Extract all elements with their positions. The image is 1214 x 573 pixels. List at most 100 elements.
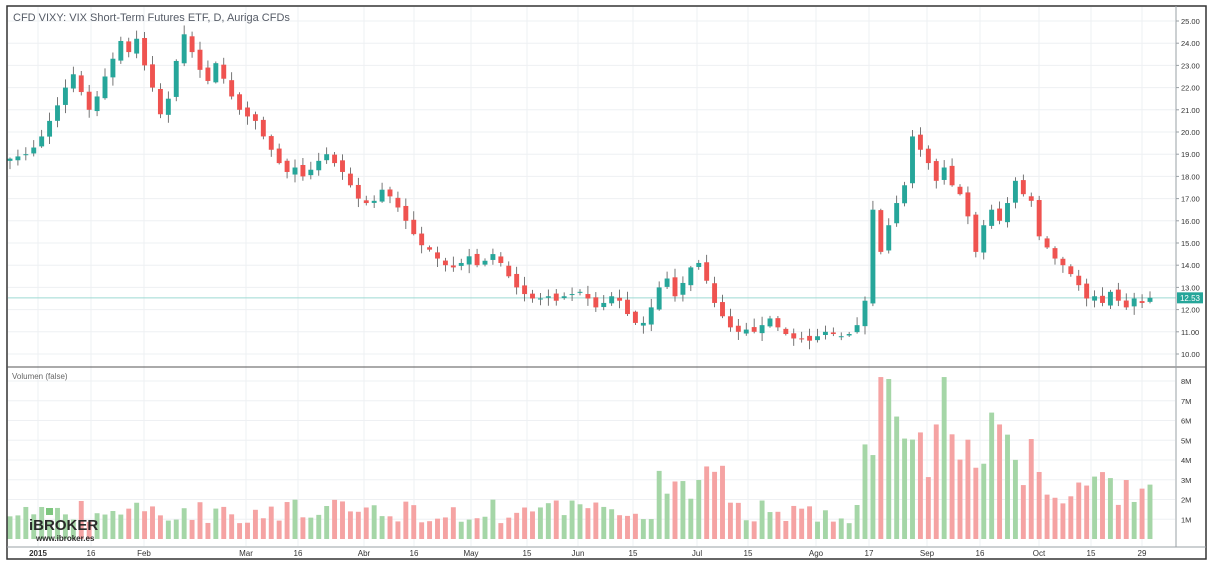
candle-body <box>39 136 45 147</box>
volume-bar <box>807 506 813 539</box>
candle-body <box>102 76 108 99</box>
volume-bar <box>830 521 836 539</box>
candle-body <box>1005 203 1010 223</box>
volume-bar <box>245 522 250 539</box>
volume-bar <box>632 513 638 539</box>
candle-body <box>276 148 282 164</box>
volume-tick-label: 6M <box>1181 417 1191 426</box>
candle-body <box>720 302 725 317</box>
volume-bar <box>142 511 148 539</box>
candle-body <box>656 287 662 310</box>
grid-layer <box>8 7 1176 546</box>
candle-body <box>902 185 908 204</box>
candle-body <box>617 297 623 301</box>
candle-body <box>601 302 607 308</box>
volume-bar <box>506 517 512 539</box>
volume-bar <box>1044 494 1050 539</box>
volume-bar <box>783 520 789 539</box>
volume-bar <box>490 499 496 539</box>
candle-body <box>458 262 464 266</box>
volume-bar <box>276 520 282 539</box>
volume-bar <box>1060 503 1066 539</box>
candle-body <box>1012 180 1018 203</box>
volume-bar <box>284 502 290 539</box>
volume-bar <box>442 517 448 539</box>
time-tick-label: Abr <box>358 549 371 558</box>
chart-title: CFD VIXY: VIX Short-Term Futures ETF, D,… <box>13 12 290 24</box>
candle-body <box>672 277 678 297</box>
volume-bar <box>1012 459 1018 539</box>
volume-tick-label: 5M <box>1181 436 1191 445</box>
candle-body <box>632 311 638 323</box>
time-tick-label: Ago <box>809 549 824 558</box>
candle-body <box>1044 238 1050 248</box>
price-tick-label: 18.00 <box>1181 172 1200 181</box>
volume-bar <box>957 459 963 539</box>
volume-bar <box>775 511 781 539</box>
volume-bar <box>482 516 488 539</box>
candle-body <box>743 329 749 334</box>
candle-body <box>981 225 987 253</box>
last-price-value: 12.53 <box>1180 294 1201 303</box>
candle-body <box>340 160 345 172</box>
volume-bar <box>197 502 203 539</box>
volume-bar <box>387 516 393 539</box>
volume-bar <box>1020 485 1026 539</box>
volume-bar <box>625 515 630 539</box>
candle-body <box>688 267 694 286</box>
volume-bar <box>1005 434 1010 539</box>
candle-body <box>783 328 789 335</box>
volume-bar <box>237 523 243 539</box>
candle-body <box>735 325 741 332</box>
volume-bar <box>1100 472 1105 539</box>
price-tick-label: 20.00 <box>1181 128 1200 137</box>
price-tick-label: 17.00 <box>1181 195 1200 204</box>
volume-bar <box>640 519 646 539</box>
volume-bar <box>585 508 591 539</box>
candle-body <box>62 87 68 105</box>
candle-body <box>1131 298 1137 307</box>
candle-body <box>260 119 266 137</box>
price-tick-label: 23.00 <box>1181 61 1200 70</box>
candle-body <box>55 105 60 121</box>
candle-body <box>284 160 290 172</box>
volume-bar <box>347 511 353 539</box>
candle-body <box>134 38 140 54</box>
volume-bar <box>514 512 520 539</box>
volume-bar <box>735 502 741 539</box>
volume-bar <box>838 518 844 539</box>
candle-body <box>23 154 29 156</box>
candle-body <box>727 316 733 328</box>
volume-bar <box>268 506 274 539</box>
volume-bar <box>474 518 480 539</box>
candle-body <box>347 173 353 186</box>
candle-body <box>316 160 322 171</box>
candle-body <box>142 38 148 66</box>
candle-body <box>609 296 615 304</box>
volume-bar <box>569 500 575 539</box>
volume-bar <box>751 521 757 539</box>
volume-bar <box>110 510 116 539</box>
volume-bar <box>910 439 915 539</box>
candle-body <box>1100 295 1105 303</box>
candle-body <box>514 273 520 288</box>
volume-bar <box>870 455 876 539</box>
candle-body <box>110 58 116 78</box>
candle-body <box>1147 297 1153 302</box>
candle-body <box>585 294 591 299</box>
time-tick-label: 15 <box>1087 549 1096 558</box>
candle-body <box>197 49 203 70</box>
candle-body <box>822 331 828 335</box>
time-tick-label: 29 <box>1138 549 1147 558</box>
candle-body <box>870 209 876 304</box>
volume-bar <box>355 511 361 539</box>
candle-body <box>759 325 765 334</box>
time-tick-label: 2015 <box>29 549 47 558</box>
volume-bar <box>1115 504 1121 539</box>
candle-body <box>7 158 13 161</box>
volume-bar <box>150 506 155 539</box>
volume-bar <box>973 467 979 539</box>
candle-body <box>751 327 757 332</box>
candle-body <box>78 75 84 93</box>
